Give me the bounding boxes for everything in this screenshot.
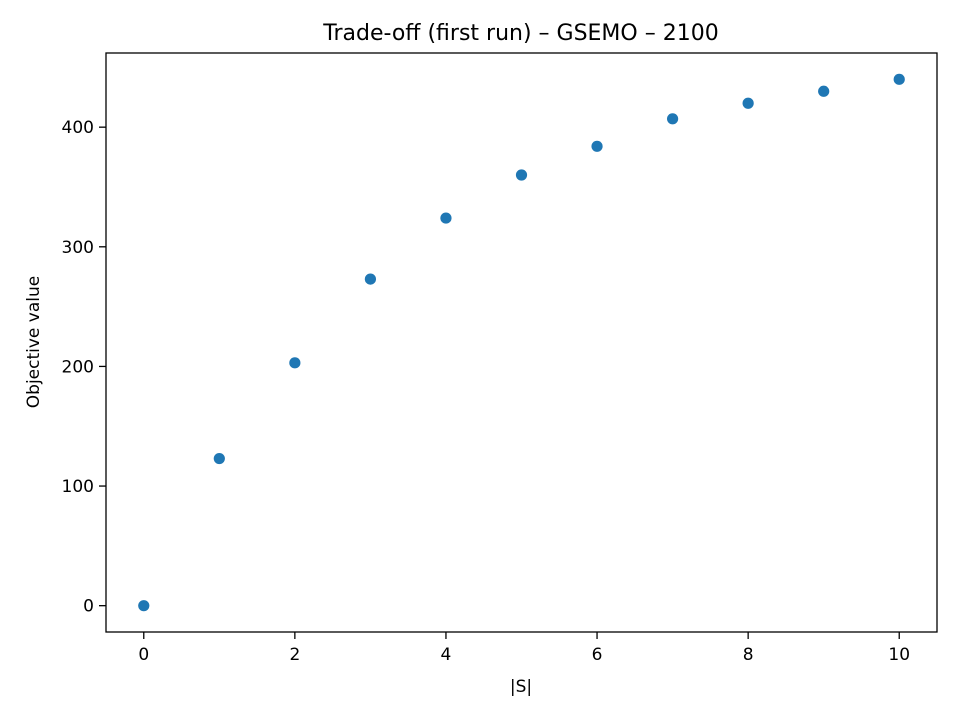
- chart-title: Trade-off (first run) – GSEMO – 2100: [322, 21, 718, 46]
- y-tick-label: 400: [62, 118, 94, 138]
- points-layer: [138, 73, 905, 612]
- plot-area-frame: [105, 52, 938, 633]
- data-point: [742, 97, 754, 109]
- y-tick-label: 0: [83, 597, 94, 617]
- data-point: [213, 452, 225, 465]
- y-tick-label: 200: [62, 357, 94, 377]
- x-tick-label: 4: [441, 645, 452, 665]
- data-point: [138, 600, 150, 612]
- data-point: [666, 113, 679, 125]
- x-tick-label: 8: [743, 645, 754, 665]
- x-tick-label: 6: [592, 645, 603, 665]
- data-point: [818, 85, 830, 97]
- x-axis-label: |S|: [510, 677, 532, 697]
- data-point: [515, 169, 528, 181]
- x-tick-label: 2: [289, 645, 300, 665]
- y-tick-label: 100: [62, 477, 94, 497]
- data-point: [440, 212, 452, 224]
- data-point: [364, 273, 377, 285]
- data-point: [289, 357, 301, 369]
- x-tick-label: 10: [888, 645, 910, 665]
- y-axis-ticks: 0 100 200 300 400: [62, 118, 106, 617]
- x-axis-ticks: 0 2 4 6 8 10: [138, 632, 910, 665]
- x-tick-label: 0: [138, 645, 149, 665]
- y-tick-label: 300: [62, 238, 94, 258]
- y-axis-label: Objective value: [24, 276, 44, 408]
- data-point: [893, 73, 905, 85]
- data-point: [591, 140, 603, 152]
